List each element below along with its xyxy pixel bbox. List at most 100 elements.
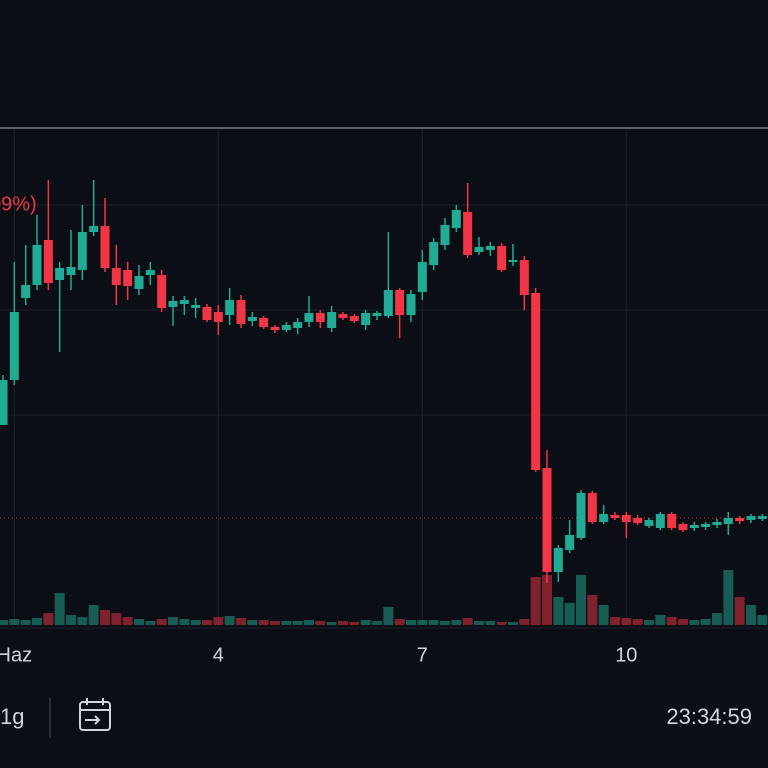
volume-bar bbox=[666, 617, 677, 625]
volume-bar bbox=[575, 575, 586, 625]
volume-bar bbox=[145, 621, 156, 625]
volume-bar bbox=[507, 622, 518, 625]
volume-bar bbox=[711, 613, 722, 625]
volume-bar bbox=[167, 617, 178, 625]
candle-body bbox=[542, 468, 552, 572]
volume-bar bbox=[20, 620, 31, 625]
candle-body bbox=[281, 325, 291, 330]
volume-bar bbox=[156, 619, 167, 625]
volume-bar bbox=[179, 619, 190, 625]
volume-bar bbox=[247, 620, 258, 625]
candle-body bbox=[293, 322, 303, 328]
volume-bar bbox=[530, 577, 541, 625]
candle-body bbox=[21, 285, 31, 298]
candle-body bbox=[531, 293, 541, 470]
candle-body bbox=[406, 294, 416, 315]
candle-body bbox=[383, 290, 393, 316]
x-axis: Haz 4 7 10 bbox=[0, 644, 637, 666]
volume-bar bbox=[258, 620, 269, 625]
candle-body bbox=[576, 493, 586, 538]
volume-bar bbox=[31, 618, 42, 625]
candle-body bbox=[667, 514, 677, 528]
volume-bar bbox=[224, 616, 235, 625]
calendar-icon[interactable] bbox=[79, 698, 111, 731]
volume-bar bbox=[553, 597, 564, 625]
volume-bar bbox=[213, 617, 224, 625]
volume-bar bbox=[621, 618, 632, 625]
candle-body bbox=[32, 245, 42, 285]
candles bbox=[0, 180, 767, 583]
candle-body bbox=[587, 493, 597, 522]
volume-bar bbox=[734, 597, 745, 625]
candle-body bbox=[236, 300, 246, 324]
volume-bar bbox=[677, 619, 688, 625]
candle-body bbox=[519, 260, 529, 295]
volume-bar bbox=[609, 617, 620, 625]
volume-bar bbox=[462, 618, 473, 625]
candle-body bbox=[89, 226, 99, 232]
candle-body bbox=[621, 515, 631, 522]
candle-body bbox=[247, 317, 257, 321]
candle-body bbox=[746, 516, 756, 520]
candle-body bbox=[157, 275, 167, 308]
candle-body bbox=[304, 313, 314, 322]
candle-body bbox=[757, 516, 767, 519]
candle-body bbox=[508, 260, 518, 262]
volume-bar bbox=[689, 620, 700, 625]
candle-body bbox=[145, 270, 155, 275]
candle-body bbox=[565, 535, 575, 550]
volume-bar bbox=[587, 595, 598, 625]
volume-bar bbox=[77, 617, 88, 625]
candle-body bbox=[644, 520, 654, 526]
volume-bar bbox=[133, 619, 144, 625]
x-tick-label: Haz bbox=[0, 644, 32, 666]
volume-bar bbox=[541, 575, 552, 625]
candle-body bbox=[417, 262, 427, 292]
candle-body bbox=[633, 518, 643, 523]
volume-bar bbox=[43, 613, 54, 625]
volume-bar bbox=[700, 619, 711, 625]
volume-bar bbox=[122, 617, 133, 625]
candle-body bbox=[168, 301, 178, 307]
volume-bar bbox=[326, 622, 337, 625]
clock: 23:34:59 bbox=[666, 704, 752, 729]
volume-bar bbox=[394, 619, 405, 625]
candle-body bbox=[599, 514, 609, 522]
candle-body bbox=[372, 313, 382, 316]
volume-bar bbox=[0, 620, 8, 625]
candle-body bbox=[463, 212, 473, 255]
candle-body bbox=[485, 246, 495, 250]
candle-body bbox=[701, 524, 711, 527]
volume-bar bbox=[632, 619, 643, 625]
volume-bar bbox=[349, 622, 360, 625]
candle-body bbox=[315, 313, 325, 322]
interval[interactable]: 1g bbox=[0, 704, 24, 729]
volume-bar bbox=[643, 620, 654, 625]
candle-body bbox=[429, 242, 439, 265]
candle-body bbox=[610, 515, 620, 518]
candle-body bbox=[338, 314, 348, 318]
volume-bar bbox=[235, 618, 246, 625]
volume-bar bbox=[723, 570, 734, 625]
volume-bar bbox=[99, 610, 110, 625]
candle-body bbox=[349, 316, 359, 321]
candle-body bbox=[678, 524, 688, 530]
candle-body bbox=[497, 246, 507, 270]
candle-body bbox=[270, 327, 280, 330]
candle-body bbox=[723, 518, 733, 524]
volume-bar bbox=[292, 621, 303, 625]
candle-body bbox=[134, 276, 144, 289]
volume-bar bbox=[9, 619, 20, 625]
volume-bar bbox=[201, 620, 212, 625]
candle-body bbox=[451, 210, 461, 228]
volume-bar bbox=[405, 620, 416, 625]
volume-bar bbox=[496, 622, 507, 625]
x-tick-label: 7 bbox=[417, 644, 428, 666]
candle-body bbox=[225, 300, 235, 315]
candle-body bbox=[327, 312, 337, 328]
candle-body bbox=[0, 380, 8, 425]
volume-bar bbox=[383, 607, 394, 625]
volume-bar bbox=[337, 621, 348, 625]
volume-bar bbox=[65, 615, 76, 625]
